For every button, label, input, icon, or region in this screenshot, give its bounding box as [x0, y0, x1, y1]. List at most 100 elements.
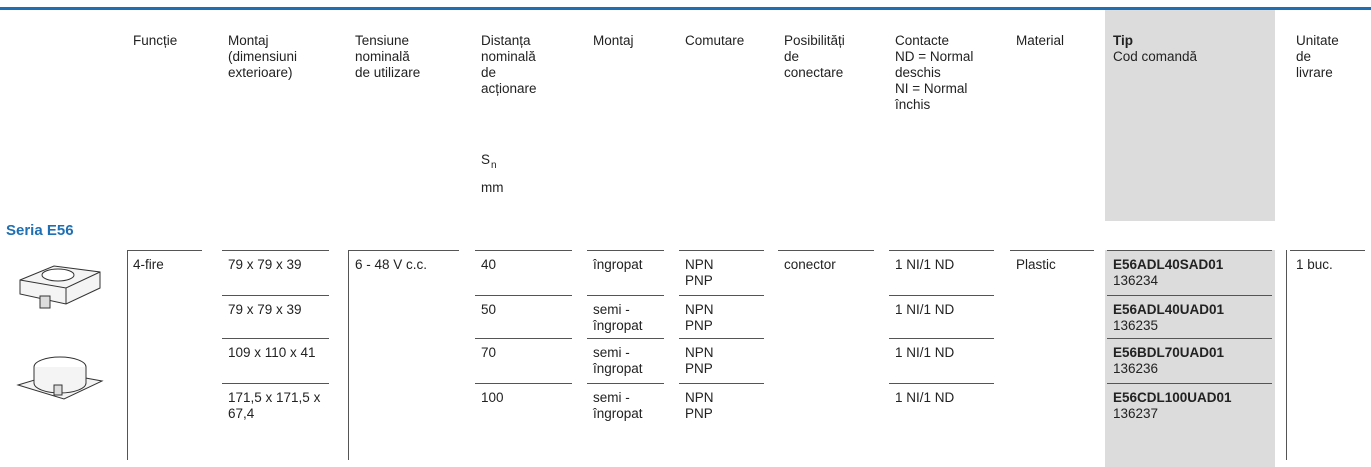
header-text: Material: [1016, 33, 1065, 48]
header-text: Montaj: [593, 33, 634, 48]
cell-rule: [222, 383, 329, 384]
cell-text: PNP: [685, 318, 713, 333]
sensor-image: [16, 356, 104, 400]
cell-rule: [1107, 295, 1272, 296]
cell-rule: [587, 338, 664, 339]
cell-rule: [778, 250, 874, 251]
tip-body-bg: [1105, 250, 1275, 467]
cell-text: îngropat: [593, 257, 643, 272]
cell-text: 50: [481, 302, 497, 317]
cell-text: 136235: [1113, 318, 1159, 333]
header-subscript: n: [491, 160, 497, 171]
cell-text: E56BDL70UAD01: [1113, 345, 1225, 360]
cell-rule: [1010, 250, 1094, 251]
cell-text: 4-fire: [133, 257, 164, 272]
header-text: de utilizare: [355, 65, 421, 80]
cell-text: 6 - 48 V c.c.: [355, 257, 428, 272]
header-text: Montaj: [228, 33, 269, 48]
header-text: acționare: [481, 81, 537, 96]
cell-text: NPN: [685, 390, 714, 405]
cell-text: NPN: [685, 345, 714, 360]
header-text: Posibilități: [784, 33, 845, 48]
cell-text: 40: [481, 257, 497, 272]
header-text: Comutare: [685, 33, 745, 48]
cell-text: 1 buc.: [1296, 257, 1333, 272]
cell-rule: [587, 383, 664, 384]
header-text: de: [481, 65, 497, 80]
col-rule: [1286, 250, 1287, 460]
cell-rule: [587, 250, 664, 251]
header-text: exterioare): [228, 65, 293, 80]
cell-text: 1 NI/1 ND: [895, 390, 955, 405]
section-title: Seria E56: [6, 222, 74, 239]
cell-text: NPN: [685, 257, 714, 272]
header-text: conectare: [784, 65, 844, 80]
cell-text: 136237: [1113, 406, 1159, 421]
cell-rule: [349, 250, 459, 251]
cell-text: E56ADL40SAD01: [1113, 257, 1224, 272]
cell-rule: [222, 295, 329, 296]
cell-rule: [1290, 250, 1365, 251]
header-text: deschis: [895, 65, 941, 80]
cell-rule: [475, 250, 572, 251]
cell-text: îngropat: [593, 406, 643, 421]
cell-rule: [475, 338, 572, 339]
cell-rule: [475, 295, 572, 296]
top-rule: [0, 7, 1371, 10]
cell-text: semi -: [593, 345, 630, 360]
cell-text: Plastic: [1016, 257, 1056, 272]
cell-rule: [679, 295, 764, 296]
cell-rule: [222, 250, 329, 251]
cell-text: 171,5 x 171,5 x: [228, 390, 321, 405]
header-text: Tensiune: [355, 33, 410, 48]
cell-rule: [1107, 383, 1272, 384]
cell-text: 79 x 79 x 39: [228, 302, 302, 317]
header-text: livrare: [1296, 65, 1333, 80]
sensor-image: [19, 265, 101, 309]
cell-text: 1 NI/1 ND: [895, 302, 955, 317]
header-text: închis: [895, 97, 931, 112]
cell-rule: [889, 250, 994, 251]
header-text: de: [1296, 49, 1312, 64]
cell-rule: [679, 383, 764, 384]
header-text: Cod comandă: [1113, 49, 1198, 64]
cell-text: 109 x 110 x 41: [228, 345, 316, 360]
cell-rule: [679, 250, 764, 251]
cell-text: PNP: [685, 273, 713, 288]
col-rule: [127, 250, 128, 460]
cell-text: 1 NI/1 ND: [895, 345, 955, 360]
header-text: nominală: [481, 49, 536, 64]
cell-rule: [1107, 250, 1272, 251]
cell-rule: [222, 338, 329, 339]
cell-rule: [127, 250, 202, 251]
cell-rule: [889, 295, 994, 296]
cell-text: 136234: [1113, 273, 1159, 288]
tip-header-bg: [1105, 10, 1275, 221]
cell-text: NPN: [685, 302, 714, 317]
cell-text: îngropat: [593, 361, 643, 376]
header-bold: Tip: [1113, 33, 1133, 48]
cell-rule: [889, 338, 994, 339]
cell-text: E56ADL40UAD01: [1113, 302, 1225, 317]
cell-rule: [889, 383, 994, 384]
cell-rule: [679, 338, 764, 339]
header-text: (dimensiuni: [228, 49, 298, 64]
header-text: nominală: [355, 49, 410, 64]
cell-text: conector: [784, 257, 836, 272]
cell-text: îngropat: [593, 318, 643, 333]
cell-text: 100: [481, 390, 504, 405]
cell-rule: [587, 295, 664, 296]
cell-text: E56CDL100UAD01: [1113, 390, 1232, 405]
header-text: Funcție: [133, 33, 178, 48]
header-text: Contacte: [895, 33, 950, 48]
cell-text: 79 x 79 x 39: [228, 257, 302, 272]
cell-rule: [475, 383, 572, 384]
cell-text: semi -: [593, 390, 630, 405]
header-text: Unitate: [1296, 33, 1339, 48]
cell-text: 67,4: [228, 406, 255, 421]
cell-text: 70: [481, 345, 497, 360]
cell-text: 136236: [1113, 361, 1159, 376]
col-rule: [348, 250, 349, 460]
cell-text: 1 NI/1 ND: [895, 257, 955, 272]
